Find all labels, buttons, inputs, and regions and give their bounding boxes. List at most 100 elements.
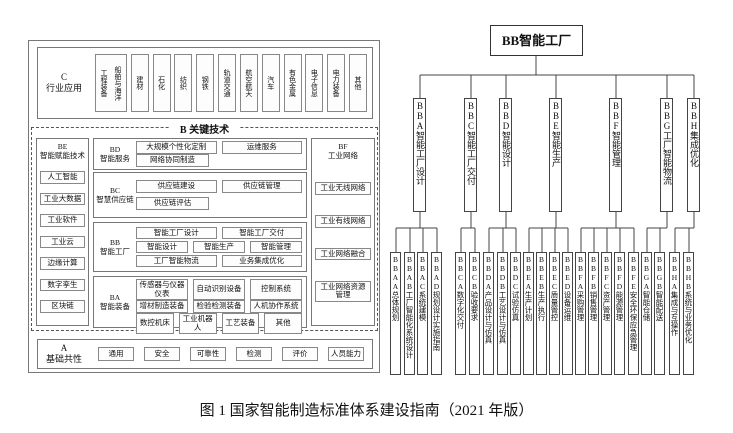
industry-name: 行业应用	[45, 83, 82, 93]
enabling-item: 工业软件	[40, 214, 85, 227]
tree-root-node: BB智能工厂	[490, 25, 583, 56]
network-item: 工业无线网络	[315, 182, 371, 195]
factory-item: 工厂智能物流	[136, 254, 217, 268]
framework-panel: C 行业应用 船舶与海洋 工程装备 建材 石化 纺织 钢铁 轨道交通 航空航天 …	[28, 40, 380, 373]
enabling-items: 人工智能 工业大数据 工业软件 工业云 边缘计算 数字孪生 区块链	[40, 162, 85, 322]
industry-item: 电力装备	[327, 54, 346, 112]
tree-leaf-node: BBHA集成与互操作	[669, 252, 680, 375]
factory-name: 智能工厂	[100, 247, 130, 256]
factory-item: 业务集成优化	[221, 254, 302, 268]
tree-branch-node: BBH集成优化	[687, 98, 700, 212]
foundation-name: 基础共性	[45, 354, 82, 364]
industry-item: 电子信息	[305, 54, 324, 112]
tree-leaf-node: BBHB系统与业务优化	[683, 252, 694, 375]
industry-item: 纺织	[174, 54, 193, 112]
factory-item: 智能生产	[193, 240, 245, 254]
equipment-item: 传感器与仪器仪表	[136, 279, 188, 301]
tree-leaf-node: BBED设备运维	[562, 252, 573, 375]
industry-section: C 行业应用 船舶与海洋 工程装备 建材 石化 纺织 钢铁 轨道交通 航空航天 …	[37, 47, 373, 119]
tree-branch-node: BBE智能生产	[549, 98, 562, 212]
service-item: 运维服务	[221, 141, 302, 154]
smart-factory-items: 智能工厂设计 智能工厂交付 智能设计 智能生产 智能管理 工厂智能物流 业务集成…	[136, 223, 306, 271]
enabling-item: 区块链	[40, 300, 85, 314]
tree-leaf-node: BBDA产品设计与仿真	[483, 252, 494, 375]
network-items: 工业无线网络 工业有线网络 工业网络融合 工业网络资源管理	[315, 162, 371, 322]
network-item: 工业网络融合	[315, 247, 371, 261]
foundation-section: A 基础共性 通用 安全 可靠性 检测 评价 人员能力	[37, 339, 373, 369]
tree-leaf-node: BBAB工厂智能化系统设计	[404, 252, 415, 375]
service-code: BD	[109, 145, 121, 154]
smart-supply-chain-box: BC 智慧供应链 供应链建设 供应链管理 供应链评估	[93, 172, 307, 218]
tree-leaf-node: BBAD规划设计实施指南	[431, 252, 442, 375]
supply-code: BC	[109, 186, 120, 195]
foundation-label: A 基础共性	[38, 343, 90, 366]
network-item: 工业网络资源管理	[315, 280, 371, 302]
tree-leaf-node: BBCA数字化交付	[455, 252, 466, 375]
factory-item: 智能管理	[250, 240, 302, 254]
foundation-item: 评价	[282, 347, 318, 361]
equipment-item: 工艺装备	[221, 312, 260, 335]
org-tree: BB智能工厂 BBA智能工厂设计 BBC智能工厂交付 BBD智能设计 BBE智能…	[385, 8, 733, 398]
enabling-tech-column: BE 智能赋能技术 人工智能 工业大数据 工业软件 工业云 边缘计算 数字孪生 …	[36, 138, 89, 326]
foundation-item: 可靠性	[190, 347, 226, 361]
enabling-item: 人工智能	[40, 170, 85, 184]
tree-leaf-node: BBFA采购管理	[575, 252, 586, 375]
tree-leaf-node: BBCB验收要求	[469, 252, 480, 375]
factory-item: 智能工厂设计	[136, 226, 217, 240]
industrial-network-column: BF 工业网络 工业无线网络 工业有线网络 工业网络融合 工业网络资源管理	[311, 138, 375, 326]
enabling-item: 边缘计算	[40, 257, 85, 270]
smart-service-box: BD 智能服务 大规模个性化定制 运维服务 网络协同制造	[93, 138, 307, 170]
tree-leaf-node: BBAA总体规划	[390, 252, 401, 375]
equipment-name: 智能装备	[100, 302, 130, 311]
smart-service-header: BD 智能服务	[94, 139, 136, 169]
smart-factory-header: BB 智能工厂	[94, 223, 136, 271]
equipment-item: 人机协作系统	[250, 300, 302, 313]
supply-item: 供应链建设	[136, 179, 217, 193]
enabling-tech-header: BE 智能赋能技术	[40, 142, 85, 160]
smart-service-items: 大规模个性化定制 运维服务 网络协同制造	[136, 139, 306, 169]
foundation-item: 安全	[144, 347, 180, 361]
tree-leaf-node: BBFD能源管理	[614, 252, 625, 375]
industrial-network-header: BF 工业网络	[315, 142, 371, 160]
tree-leaf-node: BBAC系统建模	[417, 252, 428, 375]
industry-item: 船舶与海洋 工程装备	[95, 54, 127, 112]
foundation-item: 检测	[236, 347, 272, 361]
factory-item: 智能工厂交付	[221, 226, 302, 240]
tree-leaf-node: BBFE安全环保应急管理	[628, 252, 639, 375]
supply-item: 供应链评估	[136, 197, 210, 211]
smart-equipment-items: 传感器与仪器仪表 自动识别设备 控制系统 增材制造装备 检验检测装备 人机协作系…	[136, 277, 306, 335]
foundation-item: 通用	[98, 347, 134, 361]
service-item: 网络协同制造	[136, 154, 210, 167]
service-name: 智能服务	[100, 154, 130, 163]
smart-equipment-box: BA 智能装备 传感器与仪器仪表 自动识别设备 控制系统 增材制造装备 检验检测…	[93, 276, 307, 335]
tree-branch-node: BBG工厂智能物流	[660, 98, 673, 212]
equipment-item: 自动识别设备	[193, 279, 245, 301]
key-tech-section: B 关键技术 BE 智能赋能技术 人工智能 工业大数据 工业软件 工业云 边缘计…	[31, 121, 378, 335]
key-tech-title: B 关键技术	[169, 121, 240, 136]
industry-item: 航空航天	[239, 54, 258, 112]
supply-chain-header: BC 智慧供应链	[94, 173, 136, 217]
industry-item: 钢铁	[196, 54, 215, 112]
supply-name: 智慧供应链	[96, 195, 134, 204]
tree-leaf-node: BBEB生产执行	[536, 252, 547, 375]
tree-leaf-node: BBGB智能配送	[654, 252, 665, 375]
service-item: 大规模个性化定制	[136, 141, 217, 154]
smart-factory-box: BB 智能工厂 智能工厂设计 智能工厂交付 智能设计 智能生产 智能管理 工厂智…	[93, 222, 307, 272]
smart-equipment-header: BA 智能装备	[94, 277, 136, 327]
industry-code: C	[60, 71, 67, 82]
enabling-item: 工业大数据	[40, 192, 85, 206]
equipment-item: 工业机器人	[178, 312, 217, 335]
supply-chain-items: 供应链建设 供应链管理 供应链评估	[136, 173, 306, 217]
network-code: BF	[338, 142, 348, 151]
equipment-item: 增材制造装备	[136, 300, 188, 313]
foundation-item: 人员能力	[328, 347, 364, 361]
equipment-item: 控制系统	[250, 279, 302, 301]
enabling-item: 工业云	[40, 235, 85, 249]
industry-items: 船舶与海洋 工程装备 建材 石化 纺织 钢铁 轨道交通 航空航天 汽车 有色金属…	[90, 48, 372, 118]
tree-leaf-node: BBGA智能仓储	[641, 252, 652, 375]
tree-leaf-node: BBDB工艺设计与仿真	[497, 252, 508, 375]
tree-branch-node: BBA智能工厂设计	[413, 98, 426, 212]
tree-leaf-node: BBFC资产管理	[601, 252, 612, 375]
industry-item: 建材	[130, 54, 149, 112]
